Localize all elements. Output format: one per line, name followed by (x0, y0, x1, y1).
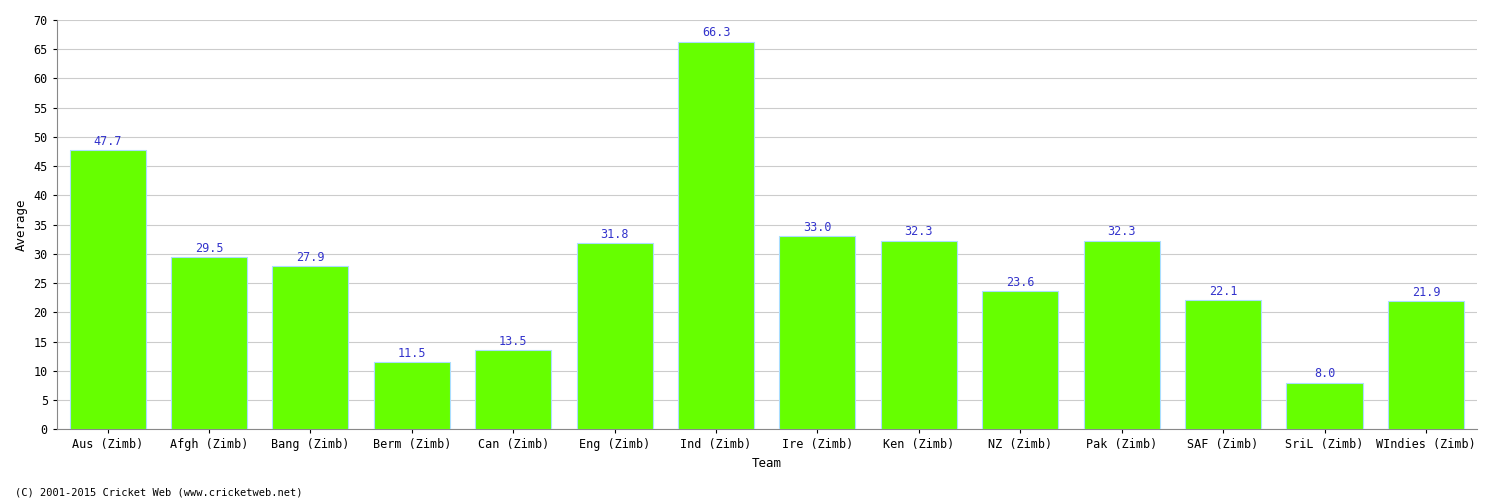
Bar (273, 266, 348, 430)
Bar (982, 292, 1059, 430)
Bar (171, 257, 248, 430)
Text: 8.0: 8.0 (1314, 368, 1335, 380)
Y-axis label: Average: Average (15, 198, 28, 251)
Text: 32.3: 32.3 (1107, 225, 1136, 238)
Text: 31.8: 31.8 (600, 228, 628, 241)
Text: (C) 2001-2015 Cricket Web (www.cricketweb.net): (C) 2001-2015 Cricket Web (www.cricketwe… (15, 488, 303, 498)
Text: 13.5: 13.5 (500, 335, 528, 348)
Bar (678, 42, 754, 430)
Text: 21.9: 21.9 (1412, 286, 1440, 299)
Bar (476, 350, 550, 430)
Bar (780, 236, 855, 430)
Bar (1083, 240, 1160, 430)
Text: 23.6: 23.6 (1007, 276, 1035, 289)
Text: 11.5: 11.5 (398, 347, 426, 360)
Bar (1388, 302, 1464, 430)
Text: 32.3: 32.3 (904, 225, 933, 238)
Text: 27.9: 27.9 (296, 251, 324, 264)
Bar (69, 150, 146, 430)
Text: 47.7: 47.7 (93, 135, 122, 148)
Bar (576, 244, 652, 430)
Text: 33.0: 33.0 (802, 221, 831, 234)
Text: 22.1: 22.1 (1209, 285, 1237, 298)
X-axis label: Team: Team (752, 457, 782, 470)
Bar (1185, 300, 1262, 430)
Bar (374, 362, 450, 430)
Text: 66.3: 66.3 (702, 26, 730, 40)
Text: 29.5: 29.5 (195, 242, 223, 254)
Bar (880, 240, 957, 430)
Bar (1287, 382, 1362, 430)
